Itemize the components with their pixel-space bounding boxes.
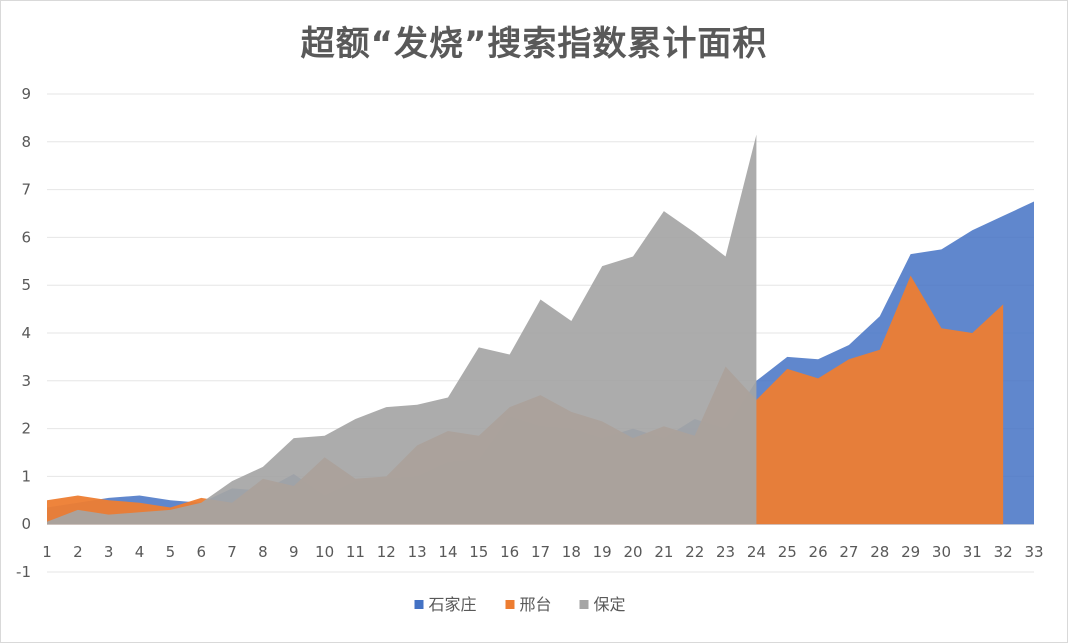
x-tick-label: 23	[716, 543, 735, 561]
x-tick-label: 14	[438, 543, 457, 561]
legend: 石家庄 邢台 保定	[414, 595, 626, 614]
x-tick-label: 30	[932, 543, 951, 561]
x-tick-label: 8	[258, 543, 268, 561]
x-tick-label: 28	[870, 543, 889, 561]
y-tick-label: 2	[21, 420, 31, 438]
x-tick-label: 10	[315, 543, 334, 561]
x-tick-label: 9	[289, 543, 299, 561]
y-tick-label: 4	[21, 324, 31, 342]
y-tick-label: 7	[21, 181, 31, 199]
x-tick-label: 29	[901, 543, 920, 561]
x-tick-label: 4	[135, 543, 145, 561]
x-tick-label: 12	[377, 543, 396, 561]
series-layer	[47, 134, 1034, 525]
y-tick-label: 0	[21, 515, 31, 533]
x-tick-label: 17	[531, 543, 550, 561]
y-tick-label: -1	[16, 563, 31, 581]
x-tick-label: 21	[654, 543, 673, 561]
x-tick-label: 25	[778, 543, 797, 561]
x-tick-label: 33	[1024, 543, 1043, 561]
y-tick-label: 9	[21, 85, 31, 103]
y-tick-label: 6	[21, 228, 31, 246]
x-tick-label: 1	[42, 543, 52, 561]
x-tick-label: 2	[73, 543, 83, 561]
x-tick-label: 6	[196, 543, 206, 561]
y-tick-label: 1	[21, 467, 31, 485]
legend-label-2: 邢台	[520, 595, 552, 614]
legend-swatch-1	[414, 600, 424, 609]
x-tick-label: 16	[500, 543, 519, 561]
x-tick-label: 26	[809, 543, 828, 561]
x-tick-label: 20	[623, 543, 642, 561]
x-tick-label: 27	[839, 543, 858, 561]
x-tick-label: 32	[994, 543, 1013, 561]
x-tick-label: 31	[963, 543, 982, 561]
x-tick-label: 18	[562, 543, 581, 561]
y-tick-label: 3	[21, 372, 31, 390]
x-tick-label: 13	[408, 543, 427, 561]
x-tick-label: 11	[346, 543, 365, 561]
x-tick-label: 19	[593, 543, 612, 561]
legend-swatch-2	[505, 600, 515, 609]
legend-swatch-3	[579, 600, 589, 609]
legend-label-1: 石家庄	[429, 595, 477, 614]
chart-title: 超额“发烧”搜索指数累计面积	[300, 24, 768, 64]
area-series-3	[47, 134, 757, 525]
area-series-2	[47, 275, 1004, 525]
x-tick-label: 22	[685, 543, 704, 561]
y-tick-label: 8	[21, 133, 31, 151]
x-tick-label: 3	[104, 543, 114, 561]
x-tick-label: 5	[166, 543, 176, 561]
y-tick-label: 5	[21, 276, 31, 294]
x-tick-label: 24	[747, 543, 766, 561]
x-tick-label: 15	[469, 543, 488, 561]
legend-label-3: 保定	[594, 595, 626, 614]
x-tick-label: 7	[227, 543, 237, 561]
